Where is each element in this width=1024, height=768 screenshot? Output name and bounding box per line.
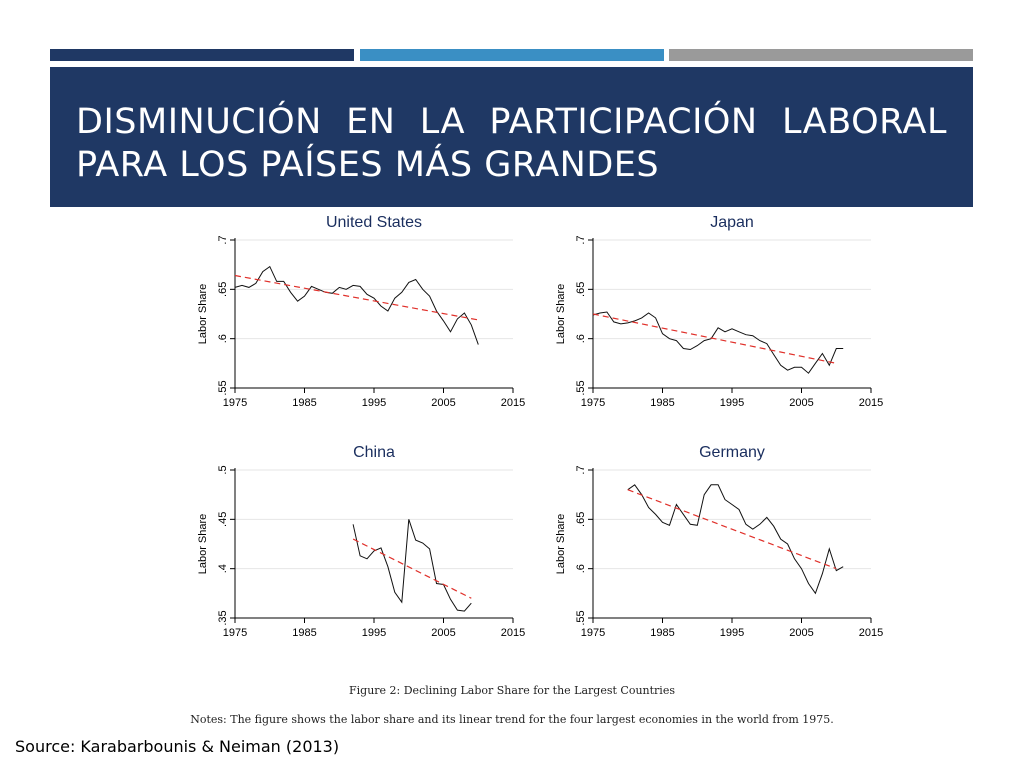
figure-caption: Figure 2: Declining Labor Share for the … — [349, 684, 675, 697]
x-tick-label: 1975 — [223, 627, 247, 639]
x-tick-label: 2005 — [789, 397, 813, 409]
chart-svg: United States .55 .6 .65 .7 1975 1985 1995 2005 2… — [197, 214, 525, 409]
title-banner: DISMINUCIÓN EN LA PARTICIPACIÓN LABORAL … — [50, 67, 973, 207]
y-axis-label: Labor Share — [197, 514, 209, 575]
chart-title: China — [353, 444, 395, 461]
y-tick-label: .65 — [575, 282, 587, 297]
y-tick-label: .6 — [575, 334, 587, 343]
y-tick-label: .5 — [217, 465, 229, 474]
chart-title: Japan — [710, 214, 754, 231]
x-tick-label: 1995 — [362, 397, 386, 409]
trend-line — [234, 274, 479, 321]
chart-svg: Japan .55 .6 .65 .7 1975 1985 1995 2005 2015 Labor… — [555, 214, 883, 409]
y-tick-label: .4 — [217, 564, 229, 573]
chart-title: United States — [326, 214, 422, 231]
y-tick-label: .6 — [575, 564, 587, 573]
y-tick-label: .55 — [217, 380, 229, 395]
y-tick-label: .6 — [217, 334, 229, 343]
x-tick-label: 1985 — [650, 627, 674, 639]
source-citation: Source: Karabarbounis & Neiman (2013) — [15, 737, 340, 756]
y-tick-label: .7 — [575, 465, 587, 474]
series-line — [234, 265, 479, 345]
chart-china: China .35 .4 .45 .5 1975 1985 1995 2005 2015 Labor… — [190, 440, 535, 655]
chart-title: Germany — [699, 444, 765, 461]
series-line — [627, 484, 844, 595]
chart-germany: Germany .55 .6 .65 .7 1975 1985 1995 2005 2015 Lab… — [548, 440, 893, 655]
y-tick-label: .7 — [575, 235, 587, 244]
slide-title: DISMINUCIÓN EN LA PARTICIPACIÓN LABORAL … — [76, 102, 947, 185]
x-tick-label: 2005 — [431, 397, 455, 409]
x-tick-label: 1985 — [650, 397, 674, 409]
x-tick-label: 2005 — [431, 627, 455, 639]
y-tick-label: .65 — [575, 512, 587, 527]
x-tick-label: 1985 — [292, 627, 316, 639]
y-tick-label: .65 — [217, 282, 229, 297]
trend-line — [592, 313, 837, 364]
x-tick-label: 1975 — [581, 627, 605, 639]
x-tick-label: 1975 — [223, 397, 247, 409]
chart-svg: Germany .55 .6 .65 .7 1975 1985 1995 2005 2015 Lab… — [555, 444, 883, 639]
accent-bar-blue — [360, 49, 664, 61]
x-tick-label: 2015 — [859, 627, 883, 639]
accent-bar-gray — [669, 49, 973, 61]
x-tick-label: 2005 — [789, 627, 813, 639]
x-tick-label: 1995 — [720, 397, 744, 409]
y-axis-label: Labor Share — [555, 514, 567, 575]
chart-japan: Japan .55 .6 .65 .7 1975 1985 1995 2005 2015 Labor… — [548, 210, 893, 425]
x-tick-label: 2015 — [501, 627, 525, 639]
x-tick-label: 1995 — [720, 627, 744, 639]
trend-line — [627, 489, 837, 570]
series-line — [592, 311, 844, 374]
accent-bar-dark — [50, 49, 354, 61]
y-tick-label: .55 — [575, 380, 587, 395]
y-tick-label: .7 — [217, 235, 229, 244]
y-tick-label: .55 — [575, 610, 587, 625]
y-tick-label: .35 — [217, 610, 229, 625]
y-axis-label: Labor Share — [197, 284, 209, 345]
y-axis-label: Labor Share — [555, 284, 567, 345]
chart-svg: China .35 .4 .45 .5 1975 1985 1995 2005 2015 Labor… — [197, 444, 525, 639]
x-tick-label: 1975 — [581, 397, 605, 409]
trend-line — [352, 538, 472, 599]
x-tick-label: 2015 — [501, 397, 525, 409]
figure-notes: Notes: The figure shows the labor share … — [190, 713, 834, 726]
y-tick-label: .45 — [217, 512, 229, 527]
chart-united-states: United States .55 .6 .65 .7 1975 1985 1995 2005 2… — [190, 210, 535, 425]
x-tick-label: 1985 — [292, 397, 316, 409]
x-tick-label: 2015 — [859, 397, 883, 409]
series-line — [352, 519, 472, 612]
x-tick-label: 1995 — [362, 627, 386, 639]
